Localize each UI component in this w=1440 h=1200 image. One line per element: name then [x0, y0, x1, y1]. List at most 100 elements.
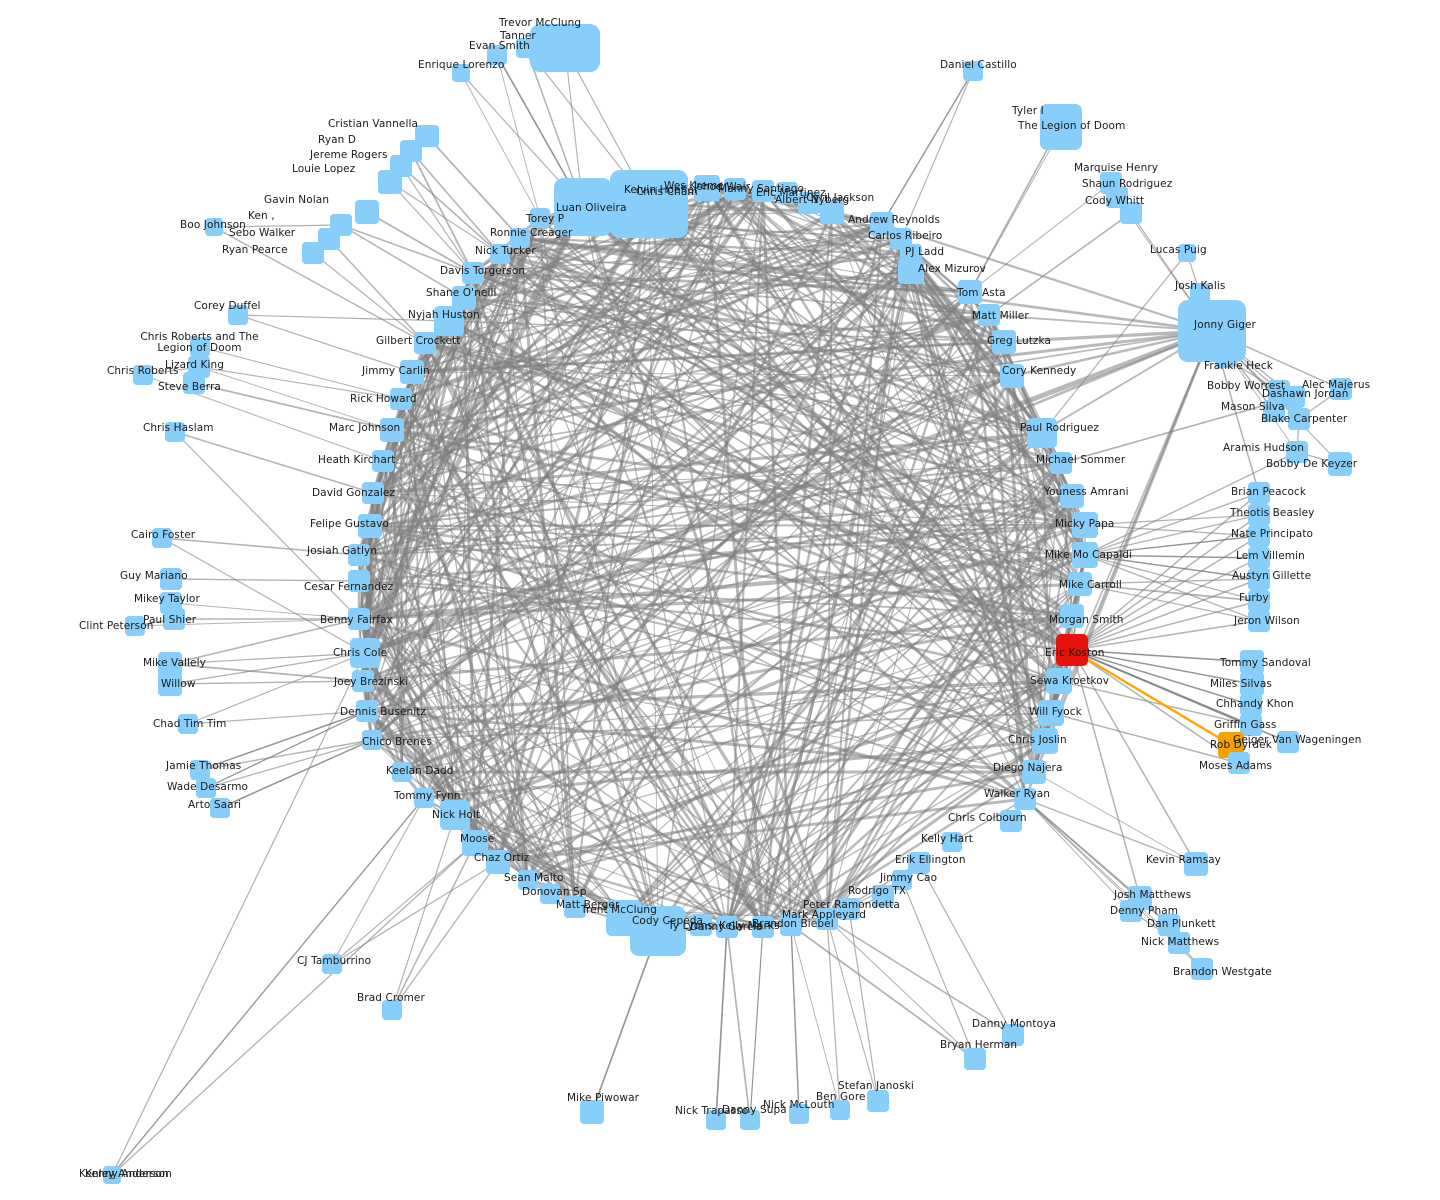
- graph-node[interactable]: [486, 850, 510, 874]
- graph-node[interactable]: [490, 244, 510, 264]
- graph-node[interactable]: [1248, 482, 1270, 504]
- graph-node[interactable]: [158, 672, 182, 696]
- graph-node[interactable]: [867, 1090, 889, 1112]
- graph-node[interactable]: [322, 954, 342, 974]
- graph-node[interactable]: [630, 906, 686, 956]
- graph-node[interactable]: [1072, 542, 1098, 568]
- graph-node[interactable]: [1248, 525, 1270, 547]
- graph-node[interactable]: [820, 200, 844, 224]
- graph-node[interactable]: [1000, 810, 1022, 832]
- graph-node[interactable]: [1120, 202, 1142, 224]
- graph-node[interactable]: [1046, 668, 1072, 694]
- graph-node[interactable]: [898, 258, 924, 284]
- graph-node[interactable]: [1277, 731, 1299, 753]
- graph-node[interactable]: [378, 170, 402, 194]
- graph-node[interactable]: [462, 830, 488, 856]
- graph-node[interactable]: [872, 885, 894, 907]
- graph-node[interactable]: [1060, 604, 1084, 628]
- graph-node[interactable]: [752, 180, 774, 202]
- graph-node[interactable]: [196, 778, 216, 798]
- graph-node[interactable]: [1328, 452, 1352, 476]
- graph-node[interactable]: [518, 870, 538, 890]
- graph-node[interactable]: [694, 175, 720, 201]
- graph-node[interactable]: [178, 714, 198, 734]
- graph-node[interactable]: [1014, 788, 1036, 810]
- graph-node[interactable]: [372, 450, 394, 472]
- graph-node[interactable]: [1178, 300, 1246, 362]
- graph-node[interactable]: [1178, 244, 1196, 262]
- graph-node[interactable]: [510, 228, 530, 248]
- graph-node[interactable]: [392, 762, 412, 782]
- graph-node[interactable]: [1040, 110, 1082, 150]
- graph-node[interactable]: [1168, 932, 1190, 954]
- graph-node[interactable]: [1288, 408, 1310, 430]
- graph-node[interactable]: [1000, 364, 1024, 388]
- graph-node[interactable]: [776, 182, 798, 204]
- graph-node[interactable]: [1248, 590, 1270, 612]
- graph-node[interactable]: [1056, 634, 1088, 666]
- graph-node[interactable]: [1215, 348, 1235, 368]
- graph-node[interactable]: [1060, 484, 1084, 508]
- graph-node[interactable]: [1286, 441, 1308, 463]
- graph-node[interactable]: [516, 38, 536, 58]
- graph-node[interactable]: [1240, 650, 1264, 674]
- graph-node[interactable]: [1158, 914, 1180, 936]
- graph-node[interactable]: [752, 916, 774, 938]
- graph-node[interactable]: [205, 218, 223, 236]
- graph-node[interactable]: [724, 178, 746, 200]
- graph-node[interactable]: [452, 64, 470, 82]
- graph-node[interactable]: [440, 800, 470, 830]
- graph-node[interactable]: [1240, 714, 1262, 736]
- graph-node[interactable]: [356, 700, 378, 722]
- graph-node[interactable]: [963, 61, 983, 81]
- graph-node[interactable]: [1248, 610, 1270, 632]
- graph-node[interactable]: [1038, 700, 1064, 726]
- graph-node[interactable]: [163, 608, 185, 630]
- graph-node[interactable]: [434, 306, 464, 336]
- graph-node[interactable]: [348, 608, 370, 630]
- graph-node[interactable]: [1248, 568, 1270, 590]
- graph-node[interactable]: [554, 178, 612, 236]
- graph-node[interactable]: [190, 760, 210, 780]
- graph-node[interactable]: [690, 914, 712, 936]
- graph-node[interactable]: [1190, 283, 1210, 303]
- graph-node[interactable]: [133, 365, 153, 385]
- graph-node[interactable]: [610, 170, 688, 238]
- graph-node[interactable]: [190, 337, 210, 357]
- graph-node[interactable]: [908, 852, 930, 874]
- graph-node[interactable]: [1228, 752, 1250, 774]
- graph-node[interactable]: [1120, 900, 1142, 922]
- graph-node[interactable]: [210, 798, 230, 818]
- graph-node[interactable]: [1240, 694, 1262, 716]
- graph-node[interactable]: [390, 388, 412, 410]
- graph-node[interactable]: [103, 1166, 121, 1184]
- graph-node[interactable]: [942, 832, 962, 852]
- graph-node[interactable]: [382, 1000, 402, 1020]
- graph-node[interactable]: [152, 528, 172, 548]
- graph-node[interactable]: [400, 360, 424, 384]
- graph-node[interactable]: [355, 200, 379, 224]
- graph-node[interactable]: [228, 305, 248, 325]
- graph-node[interactable]: [1027, 418, 1057, 448]
- graph-node[interactable]: [1184, 852, 1208, 876]
- graph-node[interactable]: [380, 418, 404, 442]
- graph-node[interactable]: [1002, 1024, 1024, 1046]
- graph-node[interactable]: [1240, 672, 1264, 696]
- graph-node[interactable]: [978, 304, 1000, 326]
- graph-node[interactable]: [1330, 378, 1352, 400]
- graph-node[interactable]: [462, 262, 484, 284]
- graph-node[interactable]: [530, 208, 550, 228]
- graph-node[interactable]: [1022, 760, 1046, 784]
- graph-node[interactable]: [1191, 958, 1213, 980]
- graph-node[interactable]: [964, 1048, 986, 1070]
- graph-node[interactable]: [1248, 547, 1270, 569]
- graph-node[interactable]: [487, 45, 507, 65]
- graph-node[interactable]: [530, 24, 600, 72]
- graph-node[interactable]: [816, 908, 838, 930]
- graph-node[interactable]: [580, 1100, 604, 1124]
- graph-node[interactable]: [540, 884, 560, 904]
- graph-node[interactable]: [838, 898, 860, 920]
- graph-node[interactable]: [414, 788, 434, 808]
- graph-node[interactable]: [183, 372, 205, 394]
- graph-node[interactable]: [789, 1104, 809, 1124]
